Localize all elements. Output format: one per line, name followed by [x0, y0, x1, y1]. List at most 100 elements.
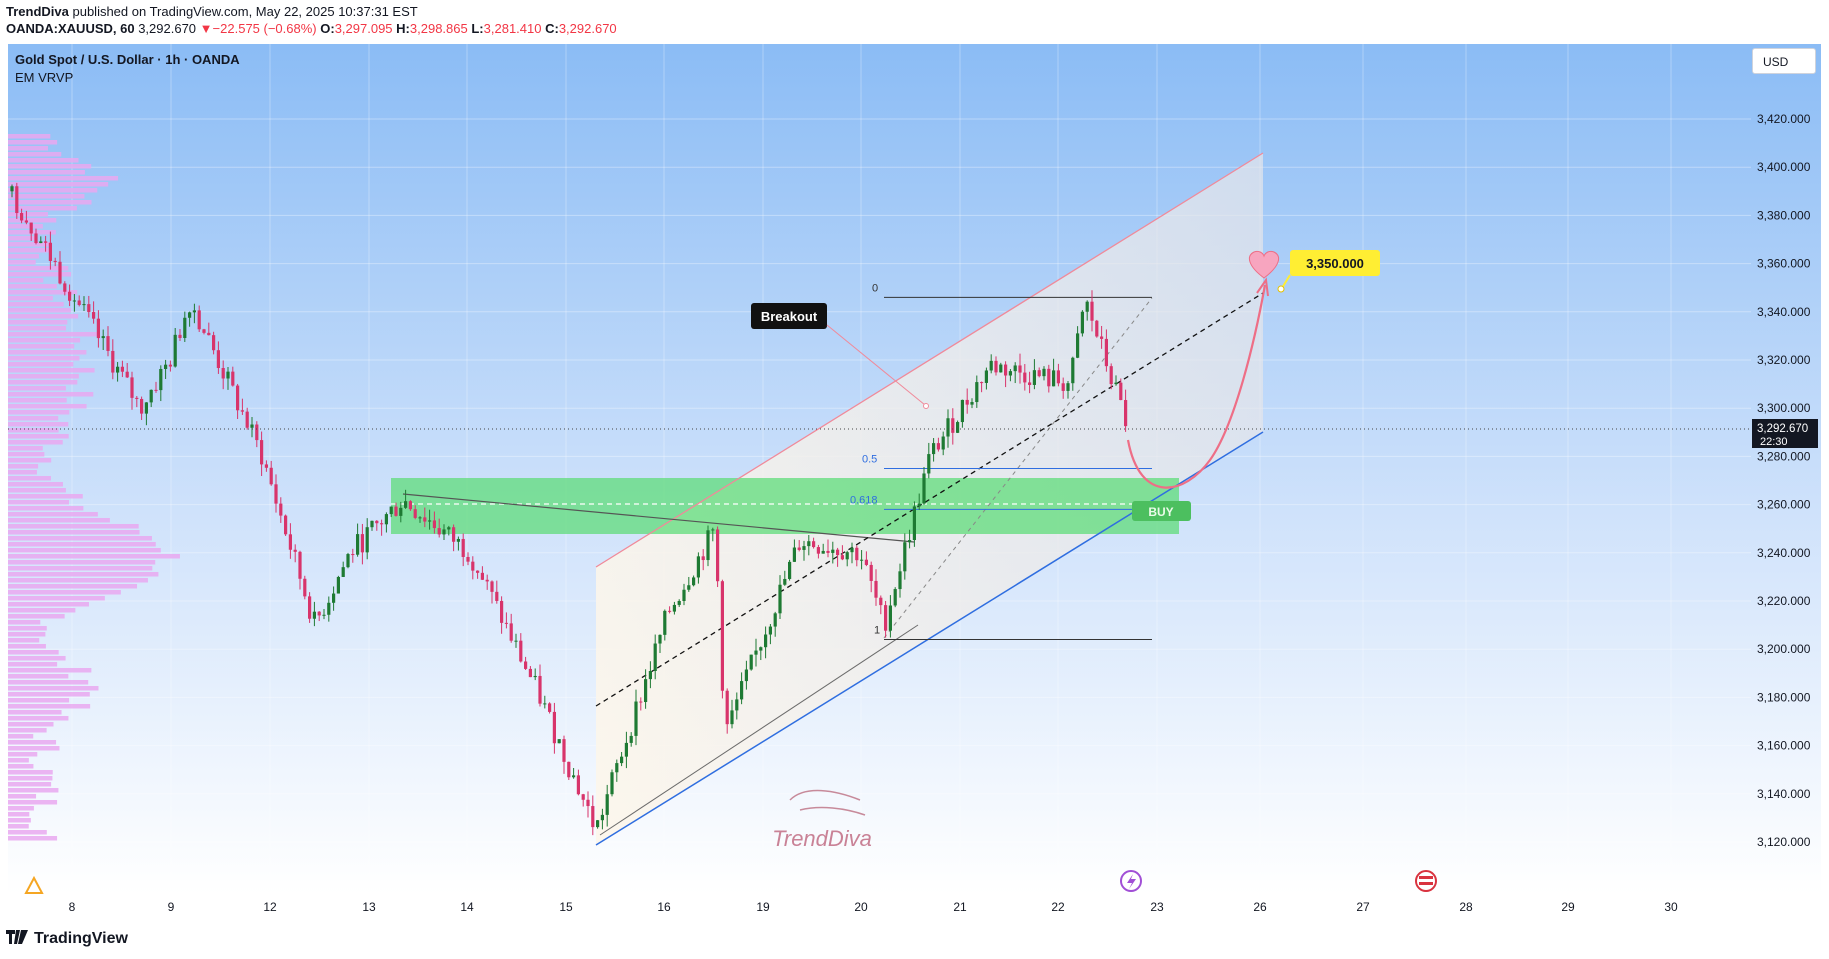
countdown-label: 22:30 [1760, 436, 1788, 448]
candle-down [548, 703, 552, 712]
fib-label: 0 [872, 282, 878, 294]
candle-down [375, 520, 379, 524]
candle-up [418, 517, 422, 519]
candle-up [927, 454, 931, 474]
x-tick-label: 14 [460, 900, 474, 914]
last-price: 3,292.670 [138, 21, 197, 36]
candle-down [34, 233, 38, 244]
candle-up [999, 364, 1003, 373]
y-tick-label: 3,400.000 [1757, 160, 1811, 174]
candle-down [20, 213, 24, 221]
volume-profile-bar [8, 686, 99, 691]
candle-down [240, 410, 244, 412]
volume-profile-bar [8, 344, 75, 349]
candle-down [874, 580, 878, 598]
candle-down [826, 550, 830, 553]
candle-down [509, 623, 513, 641]
candle-down [567, 761, 571, 778]
currency-button[interactable]: USD [1752, 48, 1816, 74]
candle-down [48, 242, 52, 261]
indicator-label[interactable]: EM VRVP [15, 70, 74, 85]
price-axis[interactable]: 3,120.000 3,140.000 3,160.000 3,180.000 3,20… [1757, 112, 1811, 849]
candle-up [898, 571, 902, 590]
candle-down [293, 549, 297, 552]
candle-up [250, 424, 254, 428]
candle-down [207, 332, 211, 336]
candle-down [504, 622, 508, 624]
volume-profile-bar [8, 836, 58, 841]
candle-down [58, 261, 62, 284]
candle-up [648, 671, 652, 680]
candle-down [1104, 338, 1108, 367]
candle-down [140, 398, 144, 414]
volume-profile-bar [8, 746, 60, 751]
candle-down [360, 534, 364, 553]
publisher-name[interactable]: TrendDiva [6, 4, 69, 19]
candle-up [173, 334, 177, 367]
candle-up [692, 577, 696, 586]
x-tick-label: 26 [1253, 900, 1267, 914]
volume-profile-bar [8, 200, 92, 205]
arrow-head-icon [1256, 277, 1269, 297]
volume-profile-bar [8, 452, 45, 457]
buy-label-box [1132, 501, 1191, 521]
volume-profile-bar [8, 356, 80, 361]
candle-up [1071, 357, 1075, 384]
volume-profile-bar [8, 662, 58, 667]
candle-up [312, 611, 316, 619]
candle-down [994, 360, 998, 373]
candle-down [87, 304, 91, 313]
candle-down [562, 739, 566, 762]
volume-profile-bar [8, 794, 37, 799]
volume-profile-bar [8, 326, 67, 331]
x-tick-label: 27 [1356, 900, 1370, 914]
y-tick-label: 3,140.000 [1757, 787, 1811, 801]
candle-down [212, 335, 216, 351]
time-axis[interactable]: 8 9 12 13 14 15 16 19 20 21 22 23 26 27 28 29 30 [69, 900, 1678, 914]
candle-down [485, 579, 489, 582]
candle-down [260, 440, 264, 465]
candle-down [725, 690, 729, 725]
candle-up [932, 443, 936, 455]
candle-up [783, 578, 787, 585]
candle-up [850, 547, 854, 553]
candle-down [44, 241, 48, 243]
candle-up [663, 610, 667, 635]
volume-profile-bar [8, 332, 97, 337]
candle-up [740, 681, 744, 700]
volume-profile-bar [8, 710, 62, 715]
symbol-title[interactable]: Gold Spot / U.S. Dollar · 1h · OANDA [15, 52, 240, 67]
x-tick-label: 30 [1664, 900, 1678, 914]
candle-down [197, 310, 201, 330]
candle-down [490, 581, 494, 592]
candle-down [864, 559, 868, 565]
candle-up [960, 399, 964, 423]
volume-profile-bar [8, 194, 85, 199]
volume-profile-bar [8, 716, 69, 721]
candle-down [855, 547, 859, 561]
candle-up [1032, 370, 1036, 385]
x-tick-label: 19 [756, 900, 770, 914]
candle-up [706, 530, 710, 561]
candle-down [797, 547, 801, 550]
candle-up [749, 654, 753, 670]
candle-up [888, 605, 892, 631]
y-tick-label: 3,180.000 [1757, 690, 1811, 704]
candle-up [1085, 301, 1089, 312]
candle-up [183, 317, 187, 338]
candle-up [975, 382, 979, 403]
candle-up [1052, 370, 1056, 387]
volume-profile-bar [8, 440, 63, 445]
candle-down [135, 397, 139, 399]
tradingview-logo[interactable]: TradingView [6, 930, 128, 948]
publish-header: TrendDiva published on TradingView.com, … [0, 0, 1829, 44]
volume-profile-bar [8, 362, 74, 367]
candle-down [236, 385, 240, 411]
candle-up [356, 534, 360, 555]
candle-down [1056, 370, 1060, 384]
volume-profile-bar [8, 512, 98, 517]
volume-profile-bar [8, 302, 64, 307]
us-flag-event-icon [1415, 870, 1437, 892]
candle-down [576, 775, 580, 795]
